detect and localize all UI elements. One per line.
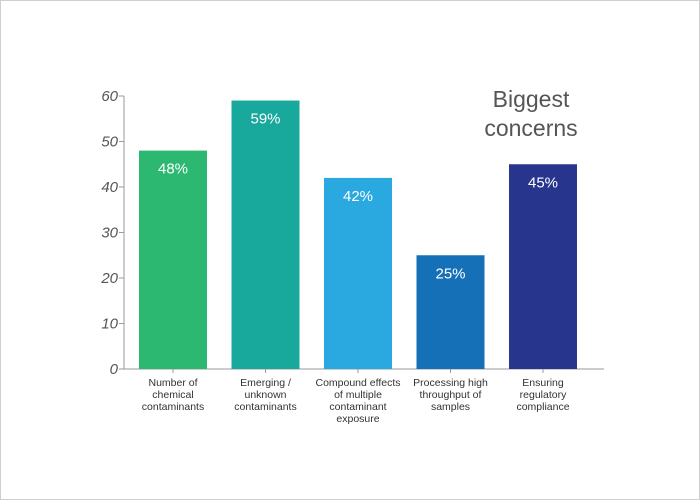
bar-value-label: 45% <box>528 174 558 191</box>
bar-value-label: 59% <box>250 111 280 128</box>
y-tick-label: 30 <box>101 225 118 242</box>
y-tick-label: 60 <box>101 88 118 105</box>
labels: 48% Number of chemical contaminants 59% Emerg… <box>142 111 570 425</box>
x-category-label: Compound effects of multiple contaminant ex… <box>315 377 400 425</box>
bar-value-label: 48% <box>158 161 188 178</box>
x-category-label: Emerging / unknown contaminants <box>234 377 296 413</box>
bar <box>509 164 577 369</box>
y-tick-label: 40 <box>101 179 118 196</box>
bar <box>416 255 485 369</box>
bar-value-label: 42% <box>343 188 373 205</box>
x-category-label: Processing high throughput of samples <box>413 377 488 413</box>
bar <box>139 150 207 369</box>
x-category-label: Ensuring regulatory compliance <box>516 377 569 413</box>
y-tick-label: 50 <box>101 134 118 151</box>
bars <box>139 100 577 370</box>
bar <box>324 177 392 369</box>
bar <box>231 100 300 370</box>
y-tick-label: 10 <box>101 316 118 333</box>
y-tick-label: 20 <box>100 270 118 287</box>
chart-title: Biggest concerns <box>484 86 577 141</box>
y-tick-label: 0 <box>110 361 119 378</box>
bar-value-label: 25% <box>435 265 465 282</box>
x-category-label: Number of chemical contaminants <box>142 377 204 413</box>
